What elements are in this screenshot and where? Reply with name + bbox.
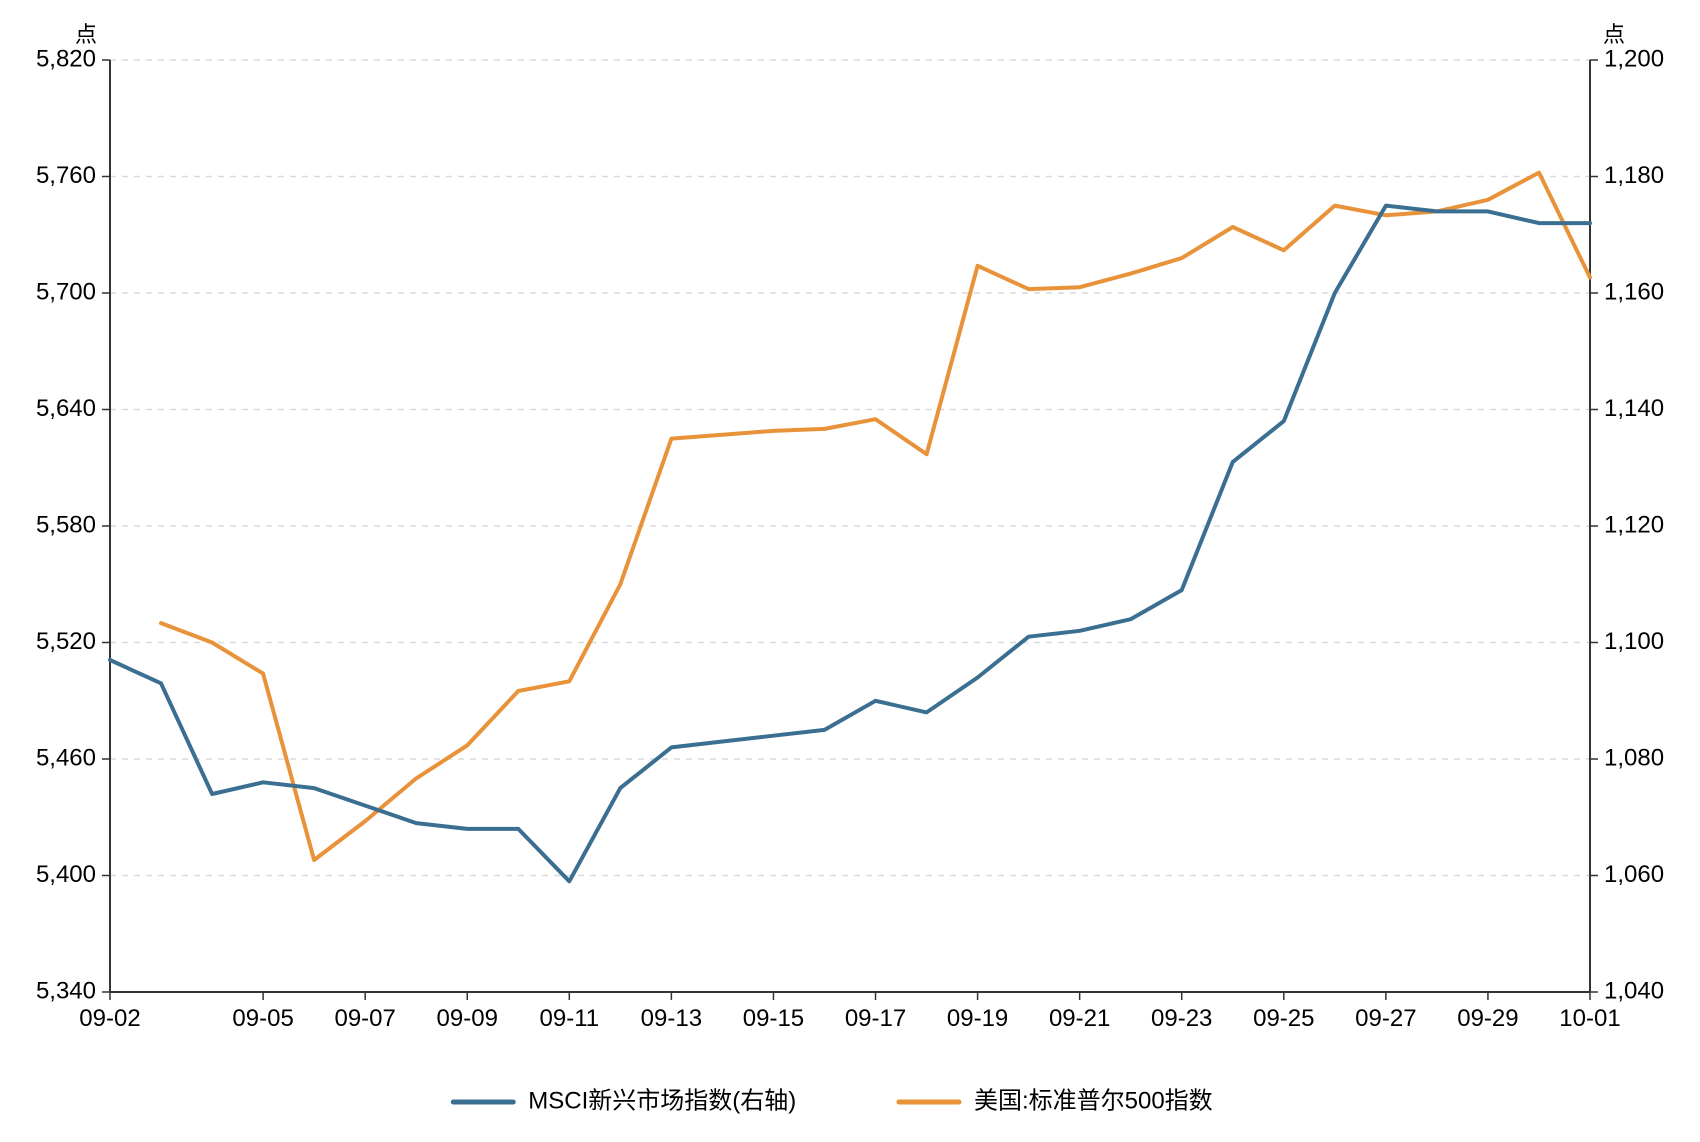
y-right-tick-label: 1,040 (1604, 977, 1664, 1004)
y-left-tick-label: 5,700 (36, 278, 96, 305)
y-left-tick-label: 5,640 (36, 395, 96, 422)
y-left-tick-label: 5,460 (36, 744, 96, 771)
axis-unit-left: 点 (75, 22, 97, 47)
x-tick-label: 09-27 (1355, 1005, 1416, 1032)
x-tick-label: 09-23 (1151, 1005, 1212, 1032)
line-chart: 5,340 5,400 5,460 5,520 5,580 5,640 5,700 5,760… (0, 0, 1700, 1142)
x-tick-label: 09-09 (437, 1005, 498, 1032)
legend-label: 美国:标准普尔500指数 (974, 1087, 1213, 1114)
y-left-tick-label: 5,520 (36, 628, 96, 655)
x-tick-label: 09-05 (232, 1005, 293, 1032)
x-tick-label: 09-15 (743, 1005, 804, 1032)
x-tick-label: 09-21 (1049, 1005, 1110, 1032)
legend-label: MSCI新兴市场指数(右轴) (528, 1087, 796, 1114)
axis-unit-right: 点 (1603, 22, 1625, 47)
x-tick-label: 09-13 (641, 1005, 702, 1032)
y-left-tick-label: 5,580 (36, 511, 96, 538)
y-right-tick-label: 1,080 (1604, 744, 1664, 771)
y-left-tick-label: 5,400 (36, 861, 96, 888)
y-left-tick-label: 5,820 (36, 45, 96, 72)
y-left-tick-label: 5,340 (36, 977, 96, 1004)
x-tick-label: 09-07 (334, 1005, 395, 1032)
x-tick-label: 09-17 (845, 1005, 906, 1032)
x-tick-label: 10-01 (1559, 1005, 1620, 1032)
x-tick-label: 09-02 (79, 1005, 140, 1032)
y-right-tick-label: 1,140 (1604, 395, 1664, 422)
y-left-tick-label: 5,760 (36, 162, 96, 189)
x-tick-label: 09-11 (540, 1005, 600, 1032)
y-right-tick-label: 1,120 (1604, 511, 1664, 538)
x-tick-label: 09-29 (1457, 1005, 1518, 1032)
y-right-tick-label: 1,160 (1604, 278, 1664, 305)
y-right-tick-label: 1,060 (1604, 861, 1664, 888)
x-tick-label: 09-19 (947, 1005, 1008, 1032)
y-right-tick-label: 1,200 (1604, 45, 1664, 72)
chart-container: 5,340 5,400 5,460 5,520 5,580 5,640 5,700 5,760… (0, 0, 1700, 1142)
y-right-tick-label: 1,180 (1604, 162, 1664, 189)
y-right-tick-label: 1,100 (1604, 628, 1664, 655)
x-tick-label: 09-25 (1253, 1005, 1314, 1032)
